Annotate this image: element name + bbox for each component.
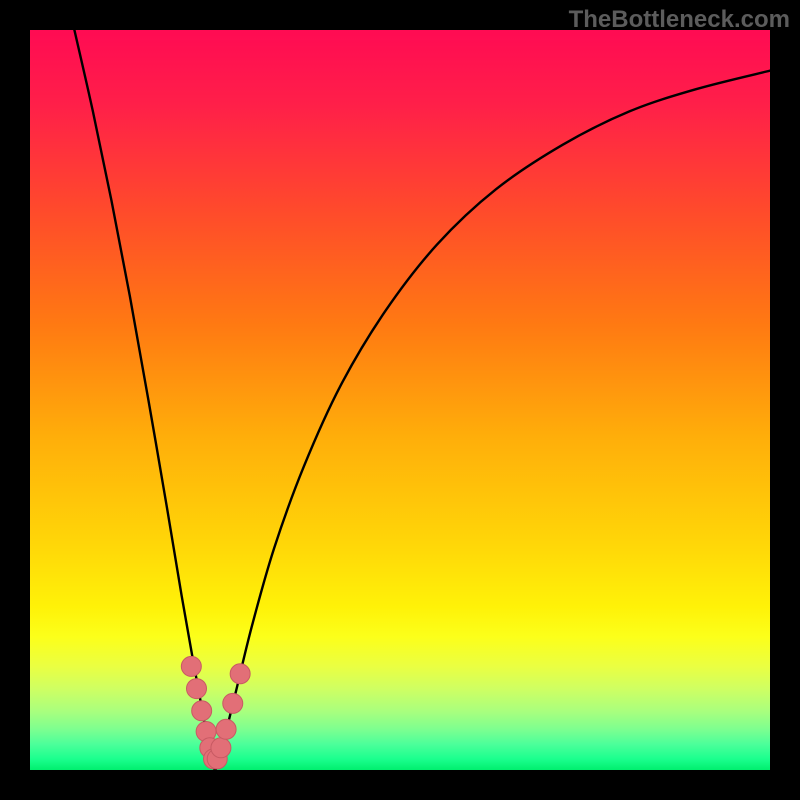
chart-container: TheBottleneck.com [0,0,800,800]
marker-dot [181,656,201,676]
plot-background [30,30,770,770]
marker-dot [192,701,212,721]
watermark-text: TheBottleneck.com [569,6,790,34]
marker-dot [211,738,231,758]
marker-dot [223,693,243,713]
marker-dot [216,719,236,739]
marker-dot [230,664,250,684]
chart-svg [0,0,800,800]
marker-dot [187,679,207,699]
